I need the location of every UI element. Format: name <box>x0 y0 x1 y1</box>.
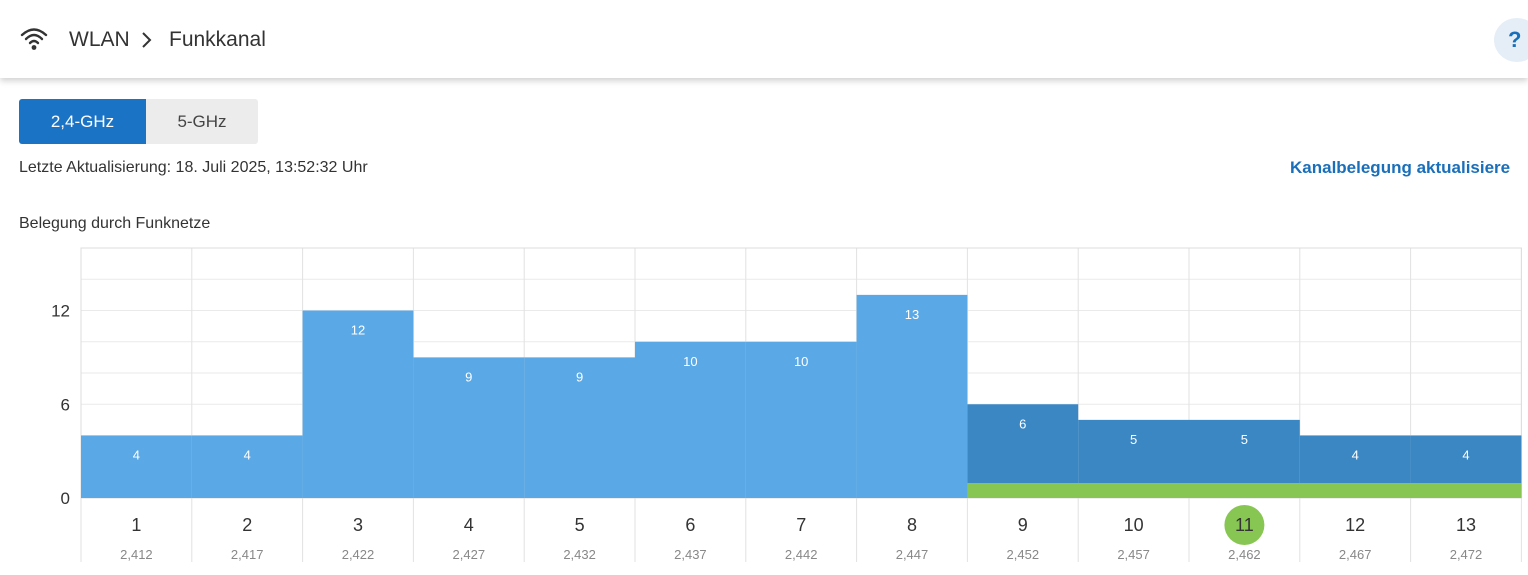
bar-channel-3 <box>302 310 414 498</box>
bar-value-label: 4 <box>244 448 251 463</box>
bar-value-label: 5 <box>1241 432 1248 447</box>
x-tick-label: 5 <box>575 515 585 535</box>
frequency-label: 2,417 <box>231 547 264 562</box>
bar-value-label: 4 <box>1352 448 1359 463</box>
bar-channel-7 <box>745 341 857 498</box>
bar-value-label: 4 <box>1462 448 1469 463</box>
refresh-channel-link[interactable]: Kanalbelegung aktualisiere <box>1290 158 1511 177</box>
frequency-label: 2,442 <box>785 547 818 562</box>
tab-2-4-ghz[interactable]: 2,4-GHz <box>19 99 146 144</box>
bar-channel-5 <box>524 357 635 498</box>
frequency-label: 2,412 <box>120 547 153 562</box>
section-title: Belegung durch Funknetze <box>19 215 211 232</box>
x-tick-label: 13 <box>1456 515 1476 535</box>
bar-value-label: 10 <box>683 354 697 369</box>
band-tabs: 2,4-GHz 5-GHz <box>19 99 258 144</box>
breadcrumb-funkkanal: Funkkanal <box>169 28 266 51</box>
bar-channel-8 <box>856 294 968 498</box>
frequency-label: 2,472 <box>1450 547 1483 562</box>
wifi-icon <box>20 28 48 50</box>
frequency-label: 2,457 <box>1117 547 1150 562</box>
frequency-label: 2,432 <box>563 547 596 562</box>
frequency-label: 2,427 <box>453 547 486 562</box>
frequency-label: 2,462 <box>1228 547 1261 562</box>
frequency-label: 2,447 <box>896 547 929 562</box>
chevron-right-icon <box>142 32 152 48</box>
help-button[interactable]: ? <box>1494 18 1528 62</box>
bar-value-label: 4 <box>133 448 140 463</box>
x-tick-label: 10 <box>1124 515 1144 535</box>
bar-value-label: 10 <box>794 354 808 369</box>
own-channel-marker <box>1224 505 1265 545</box>
bar-value-label: 12 <box>351 323 365 338</box>
bar-channel-4 <box>413 357 525 498</box>
x-tick-label: 3 <box>353 515 363 535</box>
x-tick-label: 4 <box>464 515 474 535</box>
x-tick-label: 6 <box>685 515 695 535</box>
bar-channel-2 <box>191 435 303 498</box>
x-tick-label: 9 <box>1018 515 1028 535</box>
channel-usage-chart: 4 4 12 9 9 10 10 13 6 5 5 4 4 0 6 12 1 2,412 2 2,417 3 2,422 4… <box>51 247 1522 562</box>
bar-channel-1 <box>81 435 192 498</box>
x-tick-label: 12 <box>1345 515 1365 535</box>
x-tick-label: 11 <box>1235 515 1254 535</box>
bar-channel-6 <box>635 341 746 498</box>
bar-value-label: 9 <box>576 369 583 384</box>
frequency-label: 2,467 <box>1339 547 1372 562</box>
bar-value-label: 5 <box>1130 432 1137 447</box>
frequency-label: 2,452 <box>1007 547 1040 562</box>
frequency-label: 2,437 <box>674 547 707 562</box>
y-tick-label: 0 <box>61 489 70 508</box>
own-channel-band <box>967 483 1522 498</box>
last-update-text: Letzte Aktualisierung: 18. Juli 2025, 13… <box>19 159 368 176</box>
y-tick-label: 12 <box>51 302 70 321</box>
bar-value-label: 13 <box>905 307 919 322</box>
y-tick-label: 6 <box>61 395 70 414</box>
page-header: WLAN Funkkanal ? <box>0 0 1528 78</box>
bar-value-label: 9 <box>465 369 472 384</box>
bar-value-label: 6 <box>1019 416 1026 431</box>
x-tick-label: 7 <box>796 515 806 535</box>
x-tick-label: 1 <box>131 515 141 535</box>
breadcrumb-wlan[interactable]: WLAN <box>69 28 130 51</box>
bar-channel-9 <box>967 404 1079 498</box>
x-tick-label: 2 <box>242 515 252 535</box>
tab-5-ghz[interactable]: 5-GHz <box>146 99 258 144</box>
frequency-label: 2,422 <box>342 547 375 562</box>
x-tick-label: 8 <box>907 515 917 535</box>
